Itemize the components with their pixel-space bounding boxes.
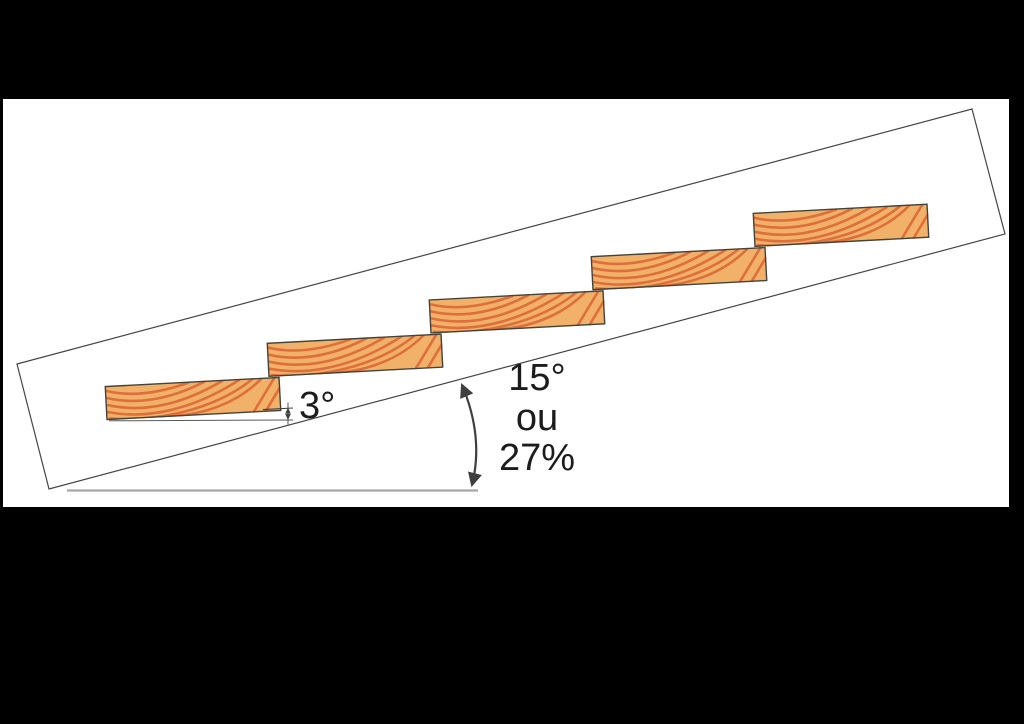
stepped-slope-diagram: [16, 108, 1006, 492]
slope-angle-percent: 27%: [498, 437, 576, 479]
step-angle-label: 3°: [299, 385, 336, 427]
slope-band-outline: [16, 108, 1006, 490]
stair-plank-3: [429, 291, 605, 334]
stair-plank-1: [105, 377, 281, 420]
slope-angle-degrees: 15°: [508, 357, 566, 399]
gap-arrow-down: [285, 414, 291, 420]
horizontal-reference-line: [108, 419, 294, 422]
stair-plank-5: [753, 204, 929, 247]
stair-plank-2: [267, 334, 443, 377]
step-angle-annotation: [108, 402, 294, 425]
stair-plank-4: [591, 248, 767, 291]
diagram-canvas: 3° 15° ou 27%: [3, 99, 1009, 507]
slope-angle-label: 15° ou 27%: [457, 358, 617, 478]
slope-angle-or: ou: [515, 397, 559, 439]
slope-angle-arc-arrow: [460, 383, 482, 488]
gap-arrow-up: [285, 407, 291, 414]
